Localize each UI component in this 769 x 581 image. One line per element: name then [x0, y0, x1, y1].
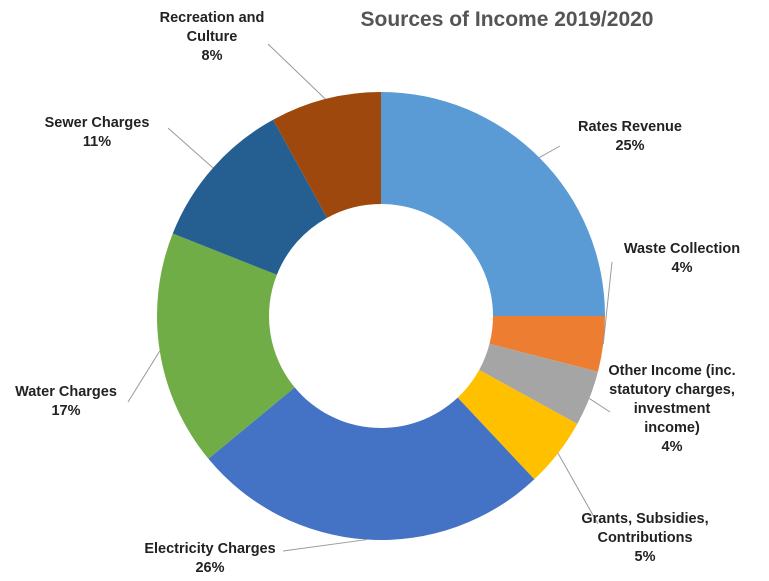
donut-slices — [157, 92, 605, 540]
data-label-rates-revenue: Rates Revenue 25% — [578, 119, 682, 154]
leader-lines — [127, 43, 613, 552]
data-label-value: 8% — [202, 48, 223, 64]
data-label-value: 17% — [51, 403, 80, 419]
data-label-value: 4% — [662, 439, 683, 455]
leader-line-recreation-and-culture — [267, 43, 326, 100]
data-label-value: 4% — [672, 260, 693, 276]
leader-line-waste-collection — [602, 261, 613, 345]
slice-rates-revenue — [381, 92, 605, 316]
slice-sewer-charges — [172, 119, 328, 275]
data-label-electricity-charges: Electricity Charges 26% — [144, 541, 275, 576]
data-label-value: 26% — [195, 560, 224, 576]
slice-electricity-charges — [208, 387, 535, 540]
leader-line-water-charges — [127, 350, 161, 403]
data-label-value: 25% — [615, 138, 644, 154]
data-label-other-income-inc-statutory-charges-investment-income: Other Income (inc. statutory charges, inve… — [608, 363, 735, 455]
data-label-category: income) — [644, 420, 700, 436]
slice-water-charges — [157, 233, 295, 459]
leader-line-other-income-inc-statutory-charges-investment-income — [588, 398, 611, 413]
data-label-category: statutory charges, — [609, 382, 735, 398]
data-label-category: Contributions — [597, 530, 692, 546]
data-label-category: Culture — [187, 29, 238, 45]
data-label-value: 5% — [635, 549, 656, 565]
slice-other-income-inc-statutory-charges-investment-income — [479, 343, 598, 424]
data-label-category: Waste Collection — [624, 241, 740, 257]
data-label-water-charges: Water Charges 17% — [15, 384, 117, 419]
slice-recreation-and-culture — [273, 92, 381, 218]
data-label-category: Electricity Charges — [144, 541, 275, 557]
data-label-waste-collection: Waste Collection 4% — [624, 241, 740, 276]
leader-line-electricity-charges — [282, 539, 368, 552]
data-label-category: Sewer Charges — [45, 115, 150, 131]
leader-line-grants-subsidies-contributions — [557, 453, 599, 525]
leader-line-rates-revenue — [539, 145, 561, 159]
data-label-grants-subsidies-contributions: Grants, Subsidies, Contributions 5% — [581, 511, 708, 565]
chart-title: Sources of Income 2019/2020 — [361, 8, 654, 31]
data-label-category: Rates Revenue — [578, 119, 682, 135]
data-label-category: Recreation and — [160, 10, 265, 26]
data-label-category: Other Income (inc. — [608, 363, 735, 379]
leader-line-sewer-charges — [167, 127, 214, 169]
data-label-category: Water Charges — [15, 384, 117, 400]
data-label-category: Grants, Subsidies, — [581, 511, 708, 527]
data-label-sewer-charges: Sewer Charges 11% — [45, 115, 150, 150]
data-labels: Rates Revenue 25%Waste Collection 4%Other … — [15, 10, 740, 576]
slice-waste-collection — [489, 316, 605, 372]
slice-grants-subsidies-contributions — [457, 369, 578, 480]
data-label-category: investment — [634, 401, 711, 417]
data-label-value: 11% — [83, 134, 111, 150]
data-label-recreation-and-culture: Recreation and Culture 8% — [160, 10, 265, 64]
